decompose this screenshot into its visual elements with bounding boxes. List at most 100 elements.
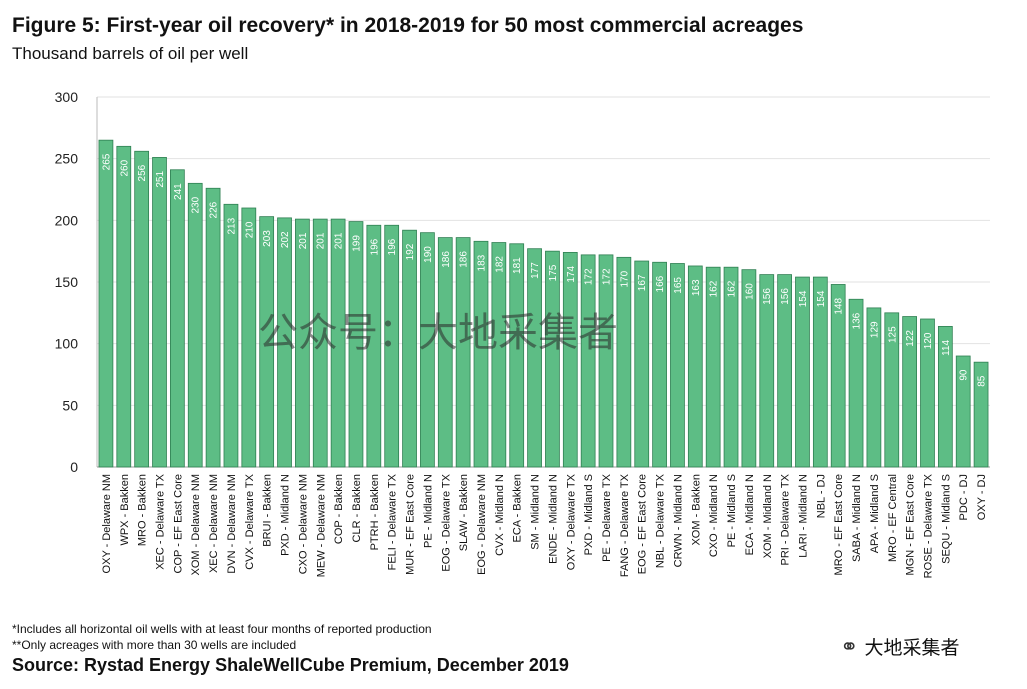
- bar-value-label: 201: [298, 232, 309, 249]
- bar-value-label: 162: [727, 280, 738, 297]
- chart-title: Figure 5: First-year oil recovery* in 20…: [12, 14, 804, 37]
- bar-value-label: 241: [173, 183, 184, 200]
- x-tick-label: SEQU - Midland S: [940, 474, 952, 564]
- x-tick-label: WPX - Bakken: [119, 474, 131, 546]
- bar: [134, 150, 150, 468]
- bar: [616, 256, 632, 468]
- bar: [670, 263, 685, 468]
- bar-value-label: 196: [387, 238, 398, 255]
- bar-value-label: 160: [744, 283, 755, 300]
- bar-value-label: 226: [209, 201, 220, 218]
- x-tick-label: CVX - Delaware TX: [244, 473, 256, 569]
- x-tick-label: SM - Midland N: [530, 474, 542, 550]
- x-tick-label: MRO - EF Central: [887, 474, 899, 562]
- bar-value-label: 213: [226, 217, 237, 234]
- x-tick-label: ROSE - Delaware TX: [922, 473, 934, 578]
- bar-value-label: 260: [119, 159, 130, 176]
- bar: [384, 224, 400, 468]
- bar: [652, 261, 667, 468]
- x-tick-label: SLAW - Bakken: [458, 474, 470, 551]
- bar-value-label: 203: [262, 230, 273, 247]
- bar: [527, 248, 542, 468]
- x-tick-label: XOM - Midland N: [762, 474, 774, 558]
- y-tick-label: 0: [70, 459, 78, 475]
- bar-value-label: 186: [441, 251, 452, 268]
- x-tick-label: CXO - Midland N: [708, 474, 720, 557]
- bar-value-label: 183: [476, 254, 487, 271]
- bars: 265 260 256 251 241 230 226 213 210 203 202 201 201 2…: [98, 139, 989, 468]
- x-tick-label: PXD - Midland S: [583, 474, 595, 555]
- bar: [455, 237, 471, 468]
- bar: [402, 229, 417, 468]
- bar-value-label: 136: [852, 312, 863, 329]
- bar-value-label: 120: [923, 332, 934, 349]
- bar-value-label: 163: [691, 279, 702, 296]
- bar: [884, 312, 900, 468]
- bar-value-label: 172: [584, 268, 595, 285]
- bar-value-label: 251: [155, 170, 166, 187]
- x-tick-label: MUR - EF East Core: [405, 474, 417, 575]
- bar-value-label: 165: [673, 277, 684, 294]
- x-tick-label: ECA - Bakken: [512, 474, 524, 542]
- bar-value-label: 148: [834, 298, 845, 315]
- bar-value-label: 199: [351, 235, 362, 252]
- x-tick-label: FANG - Delaware TX: [619, 473, 631, 577]
- y-tick-label: 250: [55, 151, 79, 167]
- bar: [509, 243, 525, 468]
- bar-value-label: 201: [334, 232, 345, 249]
- bar: [741, 269, 757, 468]
- x-tick-label: COP - Bakken: [333, 474, 345, 544]
- x-tick-label: SABA - Midland N: [851, 474, 863, 562]
- x-tick-label: FELI - Delaware TX: [387, 473, 399, 570]
- bar: [205, 187, 221, 468]
- bar-value-label: 125: [887, 326, 898, 343]
- y-tick-label: 100: [55, 336, 79, 352]
- x-tick-label: XEC - Delaware NM: [208, 474, 220, 573]
- bar-value-label: 156: [780, 288, 791, 305]
- x-tick-label: EOG - EF East Core: [637, 474, 649, 574]
- bar: [473, 240, 489, 468]
- bar: [598, 254, 614, 468]
- bar: [98, 139, 114, 468]
- x-tick-label: ECA - Midland N: [744, 474, 756, 555]
- bar-value-label: 167: [637, 274, 648, 291]
- bar: [866, 307, 882, 468]
- x-tick-label: COP - EF East Core: [172, 474, 184, 573]
- bar: [259, 216, 275, 468]
- bar: [920, 318, 935, 468]
- bar-value-label: 85: [977, 375, 988, 387]
- wechat-icon: ⚭: [840, 633, 859, 659]
- bar-value-label: 186: [459, 251, 470, 268]
- bar-value-label: 265: [101, 153, 112, 170]
- bar-value-label: 154: [798, 290, 809, 307]
- x-tick-label: XOM - Delaware NM: [190, 474, 202, 575]
- bar: [848, 298, 864, 468]
- bar: [295, 218, 310, 468]
- y-tick-label: 300: [55, 89, 79, 105]
- source-text: Source: Rystad Energy ShaleWellCube Prem…: [12, 655, 569, 675]
- category-labels: OXY - Delaware NM WPX - Bakken MRO - Bakke…: [101, 473, 988, 578]
- bar-value-label: 201: [316, 232, 327, 249]
- x-tick-label: OXY - Delaware NM: [101, 474, 113, 573]
- bar: [902, 316, 917, 468]
- bar: [705, 266, 721, 468]
- x-tick-label: PE - Midland S: [726, 474, 738, 547]
- x-tick-label: PE - Delaware TX: [601, 473, 613, 561]
- bar: [830, 284, 846, 468]
- x-tick-label: PDC - DJ: [958, 474, 970, 520]
- bar: [634, 260, 650, 468]
- bar: [937, 325, 953, 468]
- x-tick-label: CRWN - Midland N: [672, 474, 684, 567]
- bar-value-label: 190: [423, 246, 434, 263]
- bar-value-label: 129: [869, 321, 880, 338]
- x-tick-label: XEC - Delaware TX: [155, 473, 167, 569]
- brand-watermark: ⚭ 大地采集者: [840, 633, 959, 660]
- bar: [759, 274, 775, 468]
- bar-value-label: 192: [405, 243, 416, 260]
- watermark-text: 公众号：大地采集者: [258, 310, 618, 356]
- bar-value-label: 114: [941, 339, 952, 355]
- x-tick-label: CVX - Midland N: [494, 474, 506, 556]
- x-tick-label: XOM - Bakken: [690, 474, 702, 546]
- x-tick-label: MEW - Delaware NM: [315, 474, 327, 577]
- bar-value-label: 177: [530, 262, 541, 279]
